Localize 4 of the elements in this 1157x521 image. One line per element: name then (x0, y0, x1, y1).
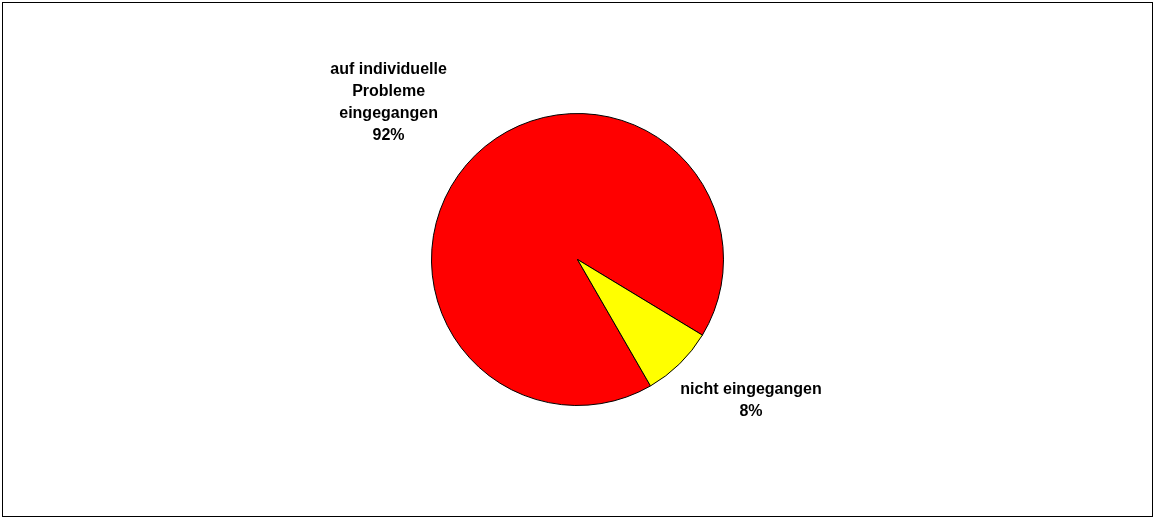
slice-label: auf individuelle Probleme eingegangen (330, 59, 447, 121)
slice-label: nicht eingegangen (680, 380, 822, 398)
data-label: 8% (739, 402, 763, 420)
data-label: 92% (372, 125, 405, 143)
